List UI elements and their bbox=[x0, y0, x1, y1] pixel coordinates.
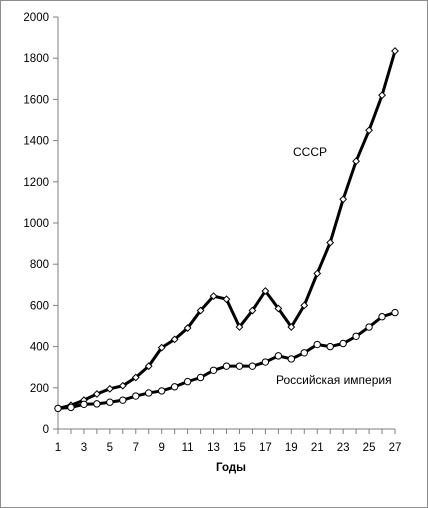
y-tick-label: 600 bbox=[30, 300, 49, 312]
data-point-russian-empire bbox=[300, 349, 308, 357]
data-point-russian-empire bbox=[170, 383, 179, 391]
data-point-russian-empire bbox=[274, 352, 283, 360]
y-tick-label: 200 bbox=[30, 383, 49, 395]
data-point-russian-empire bbox=[313, 340, 321, 349]
data-point-ussr bbox=[274, 304, 283, 313]
data-point-russian-empire bbox=[67, 403, 75, 412]
data-point-ussr bbox=[196, 306, 205, 315]
data-point-ussr bbox=[157, 343, 166, 352]
x-tick-label: 15 bbox=[233, 442, 246, 454]
data-point-russian-empire bbox=[391, 308, 399, 317]
data-point-russian-empire bbox=[326, 342, 334, 351]
data-point-russian-empire bbox=[339, 339, 347, 348]
data-point-russian-empire bbox=[106, 398, 114, 406]
y-tick-label: 2000 bbox=[23, 12, 49, 24]
data-point-ussr bbox=[300, 301, 309, 310]
x-tick-label: 1 bbox=[55, 442, 61, 454]
data-point-russian-empire bbox=[222, 362, 231, 370]
data-point-russian-empire bbox=[261, 358, 270, 366]
series-markers bbox=[54, 47, 399, 413]
data-point-ussr bbox=[170, 335, 179, 344]
y-tick-label: 1200 bbox=[23, 177, 49, 189]
data-point-russian-empire bbox=[145, 389, 153, 397]
data-point-ussr bbox=[183, 324, 192, 332]
data-point-russian-empire bbox=[132, 392, 140, 400]
data-point-ussr bbox=[261, 287, 270, 295]
data-point-ussr bbox=[365, 126, 373, 135]
data-point-russian-empire bbox=[54, 404, 62, 413]
data-point-ussr bbox=[248, 306, 257, 315]
series-line-ussr bbox=[57, 50, 397, 410]
series-line-russian-empire bbox=[57, 311, 396, 410]
data-point-ussr bbox=[326, 238, 335, 247]
data-point-russian-empire bbox=[93, 400, 101, 408]
x-tick-label: 23 bbox=[337, 442, 350, 454]
y-tick-label: 800 bbox=[30, 259, 49, 271]
data-point-ussr bbox=[352, 157, 361, 166]
data-point-ussr bbox=[339, 195, 348, 204]
data-point-russian-empire bbox=[196, 373, 205, 382]
data-point-russian-empire bbox=[183, 377, 192, 386]
data-point-ussr bbox=[313, 269, 322, 278]
data-point-russian-empire bbox=[352, 332, 360, 340]
data-point-ussr bbox=[222, 295, 231, 304]
x-tick-label: 3 bbox=[81, 442, 87, 454]
y-tick-label: 1800 bbox=[23, 53, 49, 65]
series-label-russian-empire: Российская империя bbox=[276, 373, 392, 387]
y-tick-label: 1000 bbox=[23, 218, 49, 230]
data-point-russian-empire bbox=[287, 355, 296, 363]
data-point-russian-empire bbox=[248, 362, 257, 370]
y-tick-label: 1600 bbox=[23, 94, 49, 106]
data-point-russian-empire bbox=[209, 366, 218, 374]
x-tick-label: 9 bbox=[158, 442, 164, 454]
x-axis-title: Годы bbox=[216, 462, 246, 474]
data-point-ussr bbox=[209, 292, 218, 301]
data-point-ussr bbox=[378, 91, 386, 100]
data-point-russian-empire bbox=[119, 396, 127, 404]
x-axis-ticks: 1 3 5 7 9 11 13 15 17 19 21 23 25 27 bbox=[55, 429, 402, 454]
data-point-ussr bbox=[131, 373, 140, 382]
data-point-russian-empire bbox=[365, 323, 373, 331]
data-point-ussr bbox=[235, 323, 244, 331]
x-tick-label: 21 bbox=[311, 442, 324, 454]
x-tick-label: 27 bbox=[389, 442, 402, 454]
x-tick-label: 13 bbox=[207, 442, 220, 454]
x-tick-label: 19 bbox=[285, 442, 298, 454]
data-point-ussr bbox=[92, 390, 101, 398]
series-lines bbox=[57, 50, 397, 410]
data-point-ussr bbox=[287, 323, 296, 331]
x-tick-label: 5 bbox=[107, 442, 113, 454]
x-tick-label: 17 bbox=[259, 442, 272, 454]
data-point-ussr bbox=[144, 362, 153, 371]
y-tick-label: 0 bbox=[43, 424, 49, 436]
y-axis-ticks: 0 200 400 600 800 1000 1200 1400 1600 1800 2000 bbox=[23, 12, 58, 436]
series-label-ussr: СССР bbox=[293, 145, 327, 159]
y-tick-label: 400 bbox=[30, 342, 49, 354]
data-point-russian-empire bbox=[80, 400, 88, 408]
data-point-ussr bbox=[105, 384, 114, 393]
x-tick-label: 11 bbox=[182, 442, 194, 454]
data-point-ussr bbox=[391, 47, 399, 55]
data-point-russian-empire bbox=[157, 387, 166, 395]
data-point-russian-empire bbox=[378, 313, 386, 321]
data-point-russian-empire bbox=[235, 362, 244, 370]
y-tick-label: 1400 bbox=[23, 136, 49, 148]
x-tick-label: 25 bbox=[363, 442, 376, 454]
data-point-ussr bbox=[118, 381, 127, 390]
x-tick-label: 7 bbox=[133, 442, 139, 454]
